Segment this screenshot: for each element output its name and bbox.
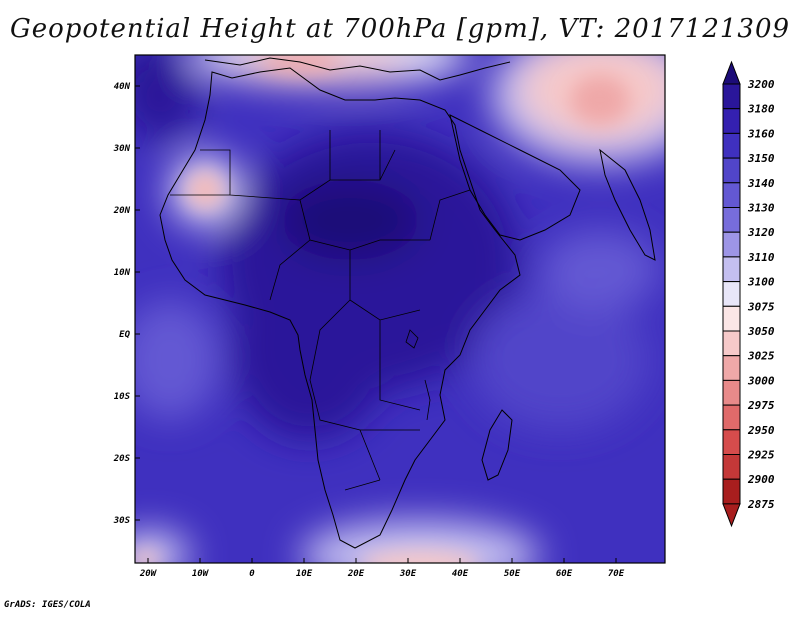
colorbar-swatch <box>722 404 741 431</box>
lon-tick-label: 10W <box>192 569 210 579</box>
colorbar-swatch <box>722 108 741 134</box>
lon-tick-label: 30E <box>399 569 417 579</box>
field-south-pink <box>360 550 480 563</box>
colorbar-label: 3160 <box>747 127 775 140</box>
colorbar-swatch <box>722 305 741 332</box>
colorbar-label: 3000 <box>747 374 775 387</box>
colorbar-swatch <box>722 256 741 283</box>
field-arabian-sea <box>540 230 660 310</box>
field-atlantic-core <box>135 60 200 140</box>
colorbar-label: 3180 <box>747 103 775 116</box>
lat-tick-label: 20S <box>113 454 131 464</box>
lat-tick-label: 30S <box>113 516 131 526</box>
lon-tick-label: 60E <box>556 569 573 579</box>
lon-tick-label: 10E <box>296 569 313 579</box>
lon-axis: 20W 10W 0 10E 20E 30E 40E 50E 60E 70E <box>139 558 625 579</box>
colorbar-label: 3140 <box>747 177 775 190</box>
borders <box>170 130 471 491</box>
lat-tick-label: EQ <box>119 330 130 340</box>
shaded-field <box>135 55 665 563</box>
lat-tick-label: 40N <box>114 82 131 92</box>
colorbar-label: 2925 <box>747 449 775 462</box>
colorbar-label: 3075 <box>747 300 775 313</box>
madagascar-coastline <box>481 409 513 481</box>
lakes <box>405 329 431 421</box>
lat-tick-label: 10S <box>114 392 131 402</box>
lon-tick-label: 40E <box>452 569 469 579</box>
colorbar-label: 3025 <box>747 350 775 363</box>
colorbar-swatch <box>722 429 741 455</box>
india-coastline <box>599 148 656 261</box>
plot-frame <box>134 54 666 564</box>
colorbar-label: 3050 <box>747 325 775 338</box>
lon-tick-label: 20E <box>347 569 365 579</box>
grads-credit: GrADS: IGES/COLA <box>4 600 91 610</box>
colorbar-swatch <box>722 454 741 480</box>
colorbar-swatch <box>722 478 741 505</box>
colorbar-label: 2975 <box>747 399 775 412</box>
colorbar-swatch <box>722 379 741 406</box>
colorbar-swatch <box>722 83 741 110</box>
colorbar-swatch <box>722 207 741 233</box>
lat-tick-label: 30N <box>113 144 131 154</box>
lat-tick-label: 20N <box>113 206 131 216</box>
colorbar-swatch <box>722 281 741 307</box>
colorbar-label: 3100 <box>747 276 775 289</box>
field-sw-pink <box>135 550 160 563</box>
colorbar-label: 3130 <box>747 202 775 215</box>
colorbar-label: 3110 <box>747 251 775 264</box>
colorbar-label: 2875 <box>747 498 775 511</box>
lat-axis: 40N 30N 20N 10N EQ 10S 20S 30S <box>113 82 140 526</box>
colorbar-swatch <box>722 355 741 381</box>
lon-tick-label: 0 <box>249 569 255 579</box>
colorbar-label: 3200 <box>747 78 775 91</box>
europe-coastline <box>204 57 511 81</box>
field-wsahara-core <box>196 180 214 200</box>
field-atlantic-light <box>135 300 220 420</box>
field-congo <box>230 260 390 440</box>
map-title: Geopotential Height at 700hPa [gpm], VT:… <box>9 14 791 44</box>
colorbar-swatch <box>722 182 741 209</box>
field-asia-core <box>570 75 630 125</box>
colorbar-label: 2950 <box>747 424 775 437</box>
colorbar-swatch <box>722 157 741 184</box>
colorbar-top-arrow <box>722 60 741 85</box>
lon-tick-label: 50E <box>504 569 521 579</box>
field-south-pale <box>300 520 540 563</box>
lon-tick-label: 20W <box>139 569 158 579</box>
colorbar-label: 3120 <box>747 226 775 239</box>
lon-tick-label: 70E <box>608 569 625 579</box>
colorbar: 3200 3180 3160 3150 3140 3130 3120 3110 3100 3075… <box>722 60 775 528</box>
colorbar-swatch <box>722 231 741 258</box>
coastlines <box>159 57 656 549</box>
africa-coastline <box>159 67 521 549</box>
colorbar-swatch <box>722 132 741 159</box>
colorbar-bottom-arrow <box>722 503 741 528</box>
colorbar-label: 2900 <box>747 473 775 486</box>
colorbar-swatch <box>722 330 741 357</box>
colorbar-label: 3150 <box>747 152 775 165</box>
field-indian-ocean <box>470 290 650 430</box>
lat-tick-label: 10N <box>114 268 131 278</box>
